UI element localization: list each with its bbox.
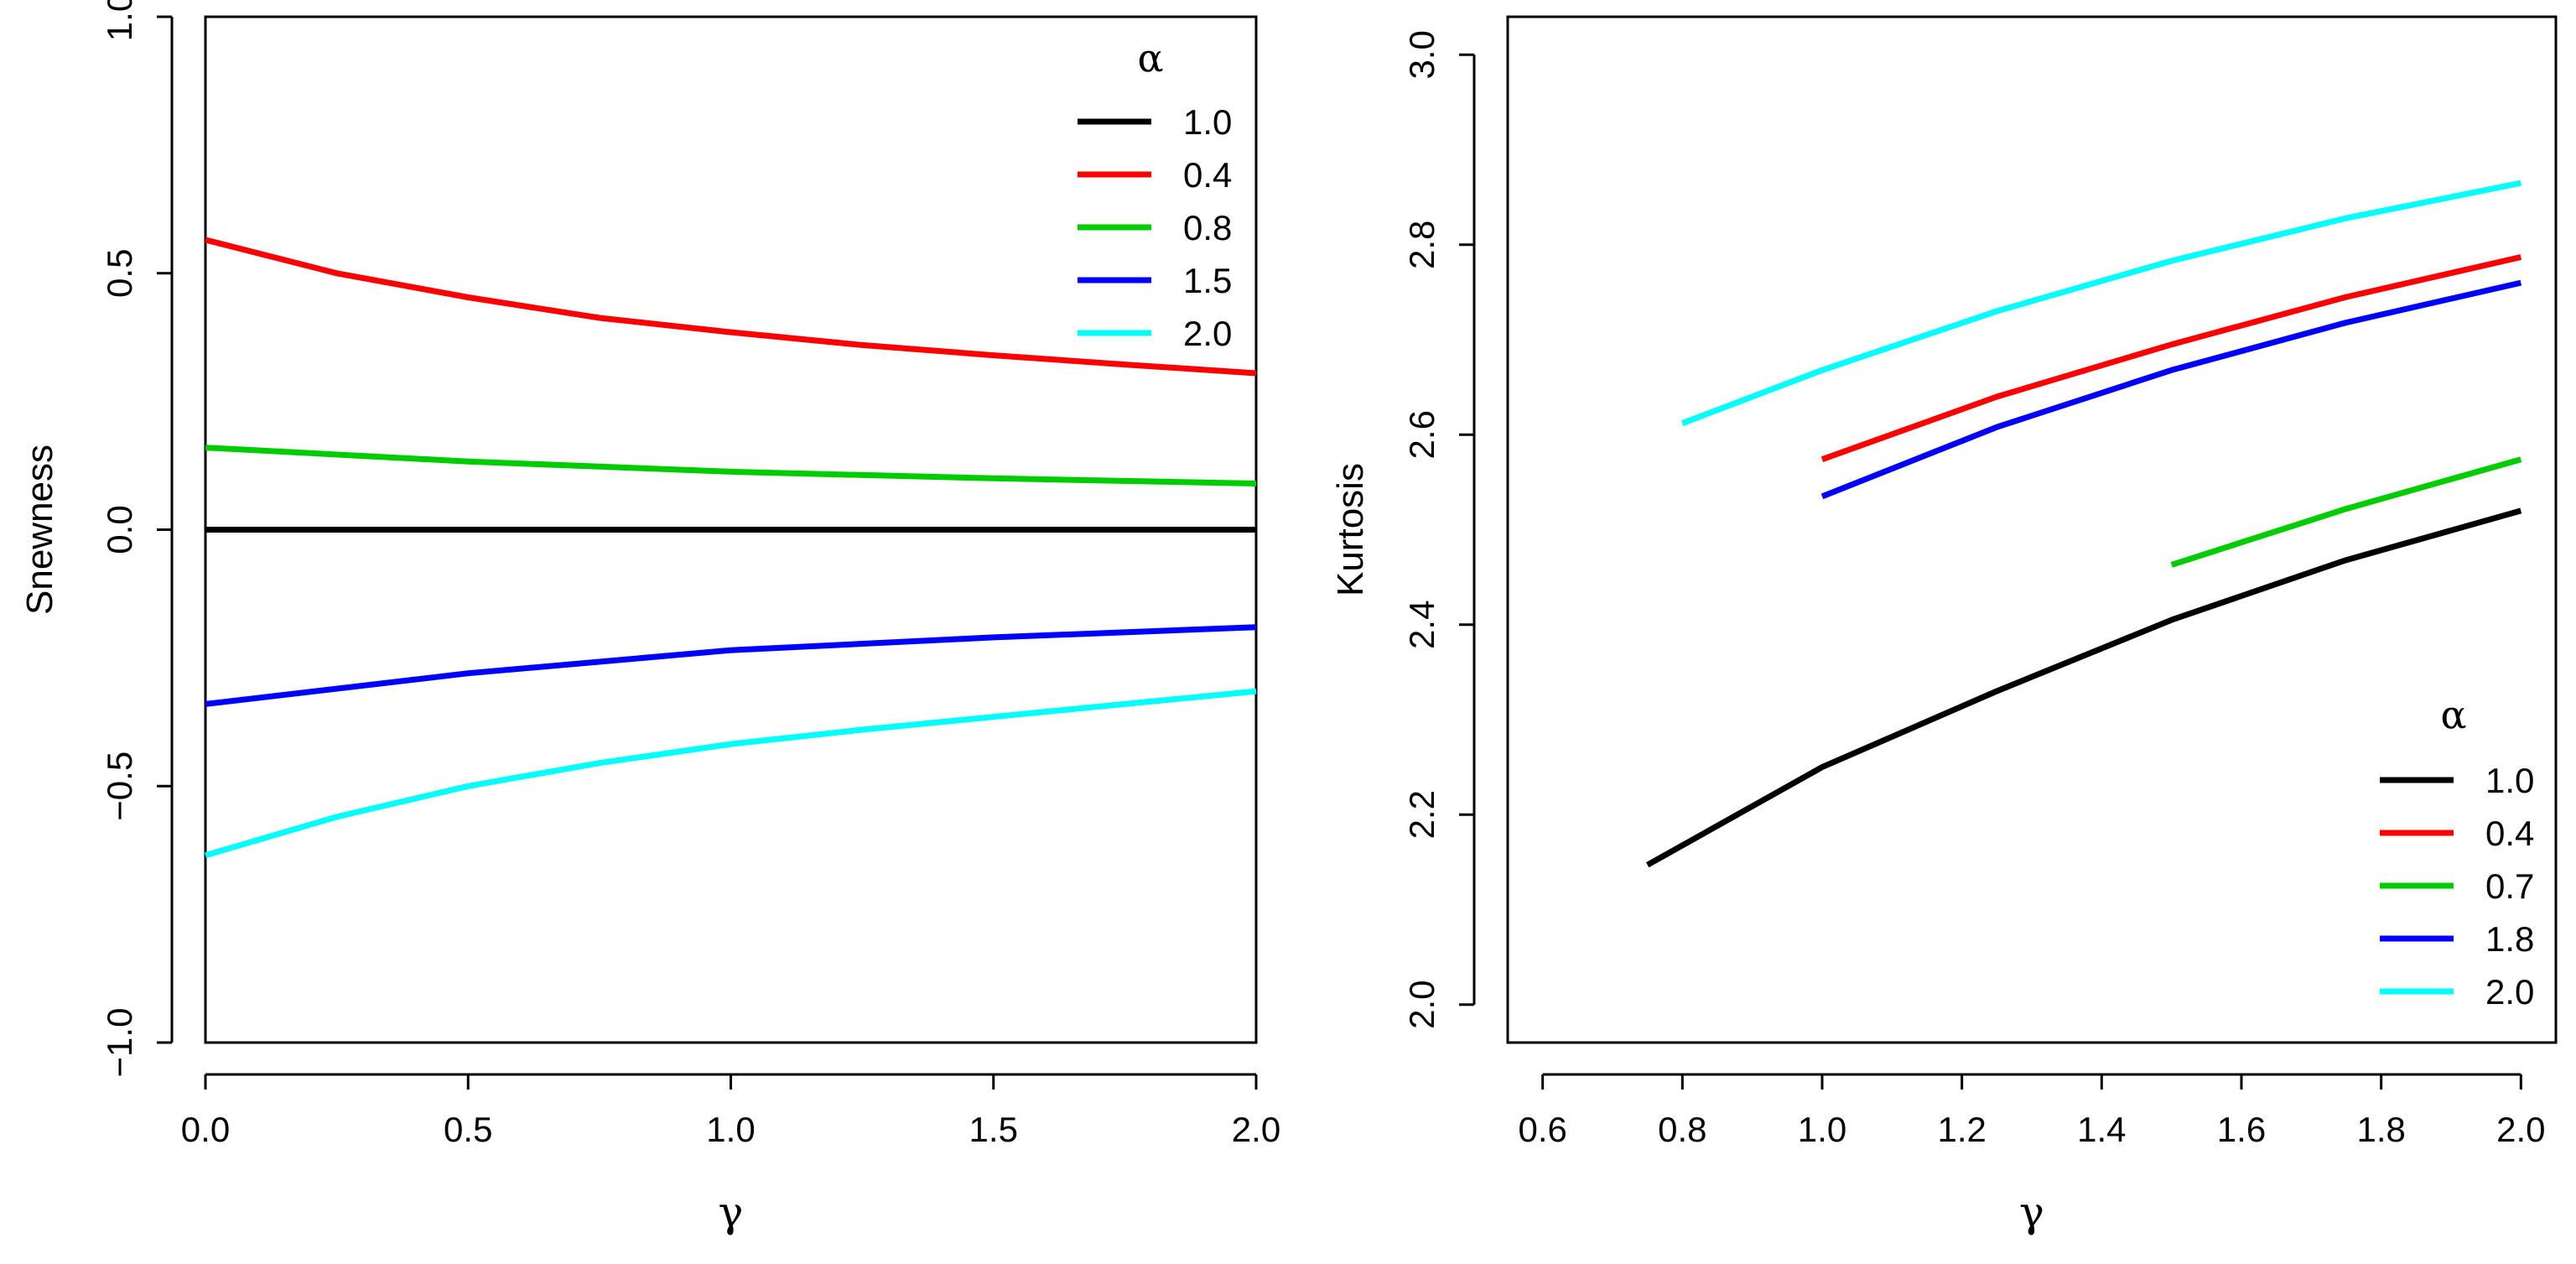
series-line-1-0: [1645, 507, 2522, 868]
legend-label: 0.4: [1183, 155, 1232, 195]
x-tick-label: 1.4: [2077, 1110, 2126, 1149]
series-line-2-0: [205, 688, 1257, 859]
y-tick-label: 0.5: [100, 249, 139, 298]
legend-label: 2.0: [1183, 314, 1232, 353]
kurtosis-panel: 0.6 0.8 1.0 1.2 1.4 1.6 1.8 2.0 2.0 2.2 2.4 2.6 2.8 3…: [1330, 15, 2558, 1236]
series-line-1-5: [205, 624, 1257, 707]
legend-label: 1.0: [1183, 102, 1232, 142]
y-tick-label: 1.0: [100, 0, 139, 41]
series-line-2-0: [1681, 179, 2521, 426]
x-tick-label: 1.6: [2217, 1110, 2266, 1149]
y-tick-label: 2.8: [1402, 221, 1441, 269]
y-tick-label: −0.5: [100, 752, 139, 821]
skewness-panel: 0.0 0.5 1.0 1.5 2.0 −1.0 −0.5 0.0 0.5 1.0 γ Snewnes…: [19, 0, 1280, 1236]
series-line-0-8: [205, 445, 1257, 486]
series-line-1-8: [1820, 279, 2522, 500]
legend-label: 0.8: [1183, 208, 1232, 247]
x-tick-label: 1.8: [2356, 1110, 2405, 1149]
y-tick-label: 2.0: [1402, 981, 1441, 1029]
legend-title: α: [1137, 35, 1163, 81]
series-line-0-4: [205, 237, 1257, 377]
y-tick-label: 2.2: [1402, 790, 1441, 839]
legend-label: 2.0: [2485, 972, 2534, 1012]
x-tick-label: 0.0: [181, 1110, 230, 1149]
legend-label: 0.4: [2485, 814, 2534, 853]
x-tick-label: 0.8: [1658, 1110, 1706, 1149]
x-tick-label: 1.2: [1937, 1110, 1986, 1149]
y-tick-label: −1.0: [100, 1008, 139, 1078]
x-tick-label: 0.6: [1518, 1110, 1566, 1149]
y-tick-label: 2.4: [1402, 601, 1441, 649]
legend-label: 1.5: [1183, 261, 1232, 300]
x-tick-label: 1.5: [969, 1110, 1018, 1149]
y-tick-label: 0.0: [100, 505, 139, 554]
legend-title: α: [2440, 692, 2466, 737]
x-axis-title: γ: [719, 1188, 744, 1236]
plot-frame: [1506, 15, 2558, 1044]
series-line-0-4: [1820, 254, 2522, 462]
legend-label: 1.0: [2485, 761, 2534, 800]
x-tick-label: 2.0: [2496, 1110, 2545, 1149]
y-tick-label: 3.0: [1402, 30, 1441, 79]
y-axis-title: Snewness: [19, 445, 60, 615]
x-tick-label: 1.0: [1798, 1110, 1846, 1149]
legend-label: 1.8: [2485, 919, 2534, 959]
series-line-0-7: [2170, 456, 2522, 568]
y-axis-title: Kurtosis: [1330, 463, 1371, 596]
x-tick-label: 1.0: [706, 1110, 755, 1149]
legend-label: 0.7: [2485, 866, 2534, 906]
y-tick-label: 2.6: [1402, 410, 1441, 459]
x-tick-label: 0.5: [444, 1110, 492, 1149]
x-tick-label: 2.0: [1232, 1110, 1280, 1149]
x-axis-title: γ: [2019, 1188, 2044, 1236]
